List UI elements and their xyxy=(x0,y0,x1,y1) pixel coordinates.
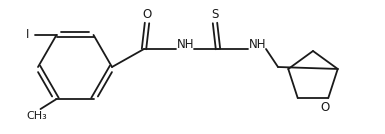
Text: S: S xyxy=(211,8,219,21)
Text: O: O xyxy=(142,8,152,21)
Text: NH: NH xyxy=(177,38,195,51)
Text: NH: NH xyxy=(249,38,267,51)
Text: I: I xyxy=(26,28,29,41)
Text: O: O xyxy=(321,100,330,113)
Text: CH₃: CH₃ xyxy=(26,111,47,121)
